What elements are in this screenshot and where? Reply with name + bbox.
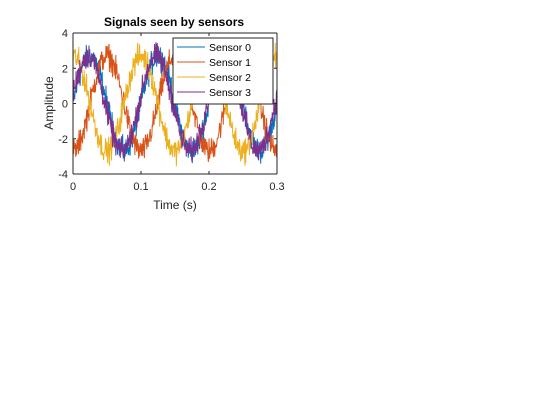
- legend-label: Sensor 0: [209, 42, 251, 54]
- legend-label: Sensor 2: [209, 72, 251, 84]
- series-line-sensor-2: [73, 42, 277, 167]
- chart-title: Signals seen by sensors: [104, 15, 244, 29]
- x-tick-label: 0.2: [201, 181, 216, 193]
- legend: Sensor 0 Sensor 1 Sensor 2 Sensor 3: [172, 37, 274, 105]
- y-tick-label: -4: [58, 169, 68, 181]
- ticks-layer: 0 0.1 0.2 0.3 -4 -2 0 2 4: [58, 28, 284, 193]
- legend-label: Sensor 1: [209, 57, 251, 69]
- y-tick-label: 0: [62, 99, 68, 111]
- x-tick-label: 0: [70, 181, 76, 193]
- y-tick-label: 2: [62, 63, 68, 75]
- x-axis-label: Time (s): [153, 198, 197, 212]
- legend-box: [172, 37, 274, 105]
- y-tick-label: -2: [58, 134, 68, 146]
- legend-label: Sensor 3: [209, 87, 251, 99]
- x-tick-label: 0.3: [269, 181, 284, 193]
- y-axis-label: Amplitude: [42, 76, 56, 130]
- y-tick-label: 4: [62, 28, 68, 40]
- series-line-sensor-3: [73, 42, 277, 162]
- x-tick-label: 0.1: [133, 181, 148, 193]
